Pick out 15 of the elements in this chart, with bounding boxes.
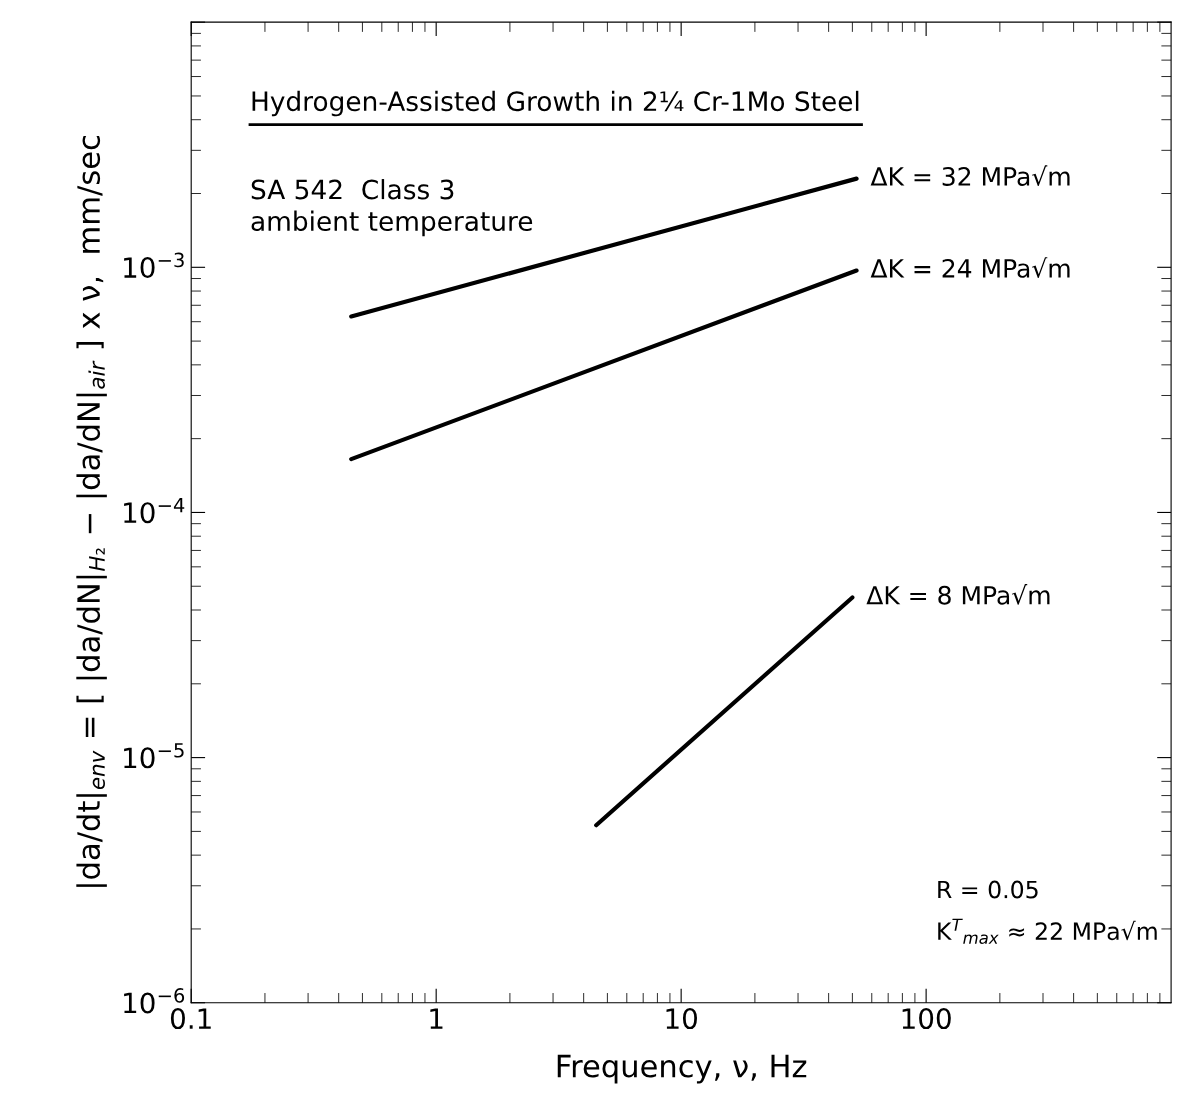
- y-tick-label: 10$^{−4}$: [124, 498, 185, 524]
- annotation: Hydrogen-Assisted Growth in 2¼ Cr-1Mo Steel: [252, 90, 859, 117]
- series-label: ΔK = 32 MPa√m: [870, 165, 1070, 187]
- y-tick-label: 10$^{−5}$: [124, 743, 184, 769]
- x-tick-label: 1: [430, 1008, 443, 1029]
- x-tick-label: 10: [666, 1008, 697, 1030]
- annotation: SA 542 Class 3 ambient temperature: [251, 179, 533, 237]
- annotation: K$^{T}$$_{max}$ ≈ 22 MPa√m: [938, 918, 1157, 944]
- y-tick-label: 10$^{−3}$: [124, 252, 184, 279]
- series-label: ΔK = 24 MPa√m: [870, 257, 1070, 278]
- x-tick-label: 100: [902, 1008, 951, 1030]
- x-axis-title: Frequency, ν, Hz: [557, 1054, 807, 1084]
- series-label: ΔK = 8 MPa√m: [866, 584, 1050, 605]
- y-axis-title: |da/dt|$_{env}$ = [ |da/dN|$_{H₂}$ − |da/dN|$_{air}$ ] x ν, mm/sec: [76, 136, 107, 887]
- annotation: R = 0.05: [938, 880, 1038, 899]
